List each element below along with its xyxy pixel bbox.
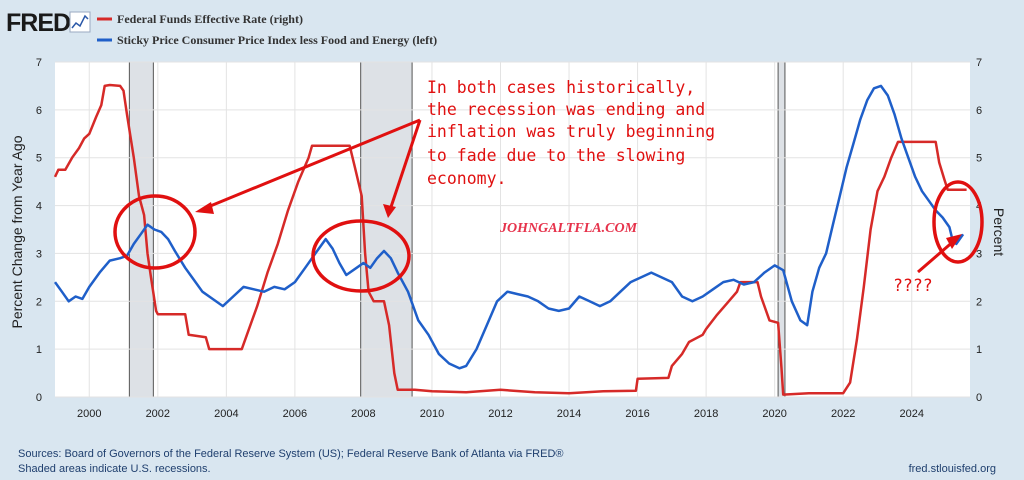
y-right-tick-1: 1 [976,344,982,356]
y-right-tick-3: 3 [976,248,982,260]
x-tick-2000: 2000 [77,408,101,420]
series-lines [53,83,967,396]
y-right-tick-2: 2 [976,296,982,308]
y-left-tick-6: 6 [36,105,42,117]
x-tick-2006: 2006 [283,408,307,420]
circle-2008 [311,219,411,293]
x-tick-2022: 2022 [831,408,855,420]
y-right-tick-6: 6 [976,105,982,117]
footer-url: fred.stlouisfed.org [909,463,996,475]
callout-line-5: economy. [427,169,506,188]
y-left-tick-0: 0 [36,392,42,404]
legend-label-cpi: Sticky Price Consumer Price Index less F… [117,33,437,47]
series-line-cpi [53,84,965,370]
footer-recession-note: Shaded areas indicate U.S. recessions. [18,463,211,475]
y-left-tick-1: 1 [36,344,42,356]
x-tick-2024: 2024 [899,408,923,420]
callout-line-3: inflation was truly beginning [427,122,715,141]
x-tick-2014: 2014 [557,408,581,420]
y-left-tick-3: 3 [36,248,42,260]
question-marks: ???? [893,276,933,295]
callout-line-1: In both cases historically, [427,78,695,97]
arrow-to-2008 [388,119,422,211]
watermark: JOHNGALTFLA.COM [499,221,638,236]
y-left-tick-2: 2 [36,296,42,308]
x-tick-2010: 2010 [420,408,444,420]
y-axis-right-label: Percent [991,208,1007,256]
circle-2001 [113,194,197,270]
y-left-tick-5: 5 [36,153,42,165]
x-tick-2018: 2018 [694,408,718,420]
fred-logo: FRED [6,9,70,37]
legend-label-fedfunds: Federal Funds Effective Rate (right) [117,12,303,26]
x-tick-2002: 2002 [146,408,170,420]
arrowhead-2001 [195,202,214,214]
y-right-tick-5: 5 [976,153,982,165]
fred-logo-icon [69,11,91,33]
recession-shading [128,62,786,397]
header: FRED Federal Funds Effective Rate (right… [6,9,437,47]
circle-2025 [932,180,984,264]
series-line-fedfunds [53,83,967,396]
x-tick-2012: 2012 [488,408,512,420]
recession-band-2 [360,62,413,397]
y-left-tick-7: 7 [36,57,42,69]
x-tick-2016: 2016 [625,408,649,420]
x-tick-2020: 2020 [762,408,786,420]
arrow-to-2025 [917,238,956,274]
footer-sources: Sources: Board of Governors of the Feder… [18,448,564,460]
y-right-tick-7: 7 [976,57,982,69]
arrowhead-2008 [383,204,396,218]
y-axis-left-ticks: 0 1 2 3 4 5 6 7 [36,57,42,404]
y-right-tick-0: 0 [976,392,982,404]
recession-band-3 [778,62,785,397]
y-axis-left-label: Percent Change from Year Ago [9,135,25,328]
x-tick-2004: 2004 [214,408,238,420]
arrowhead-2025 [946,234,962,249]
x-tick-2008: 2008 [351,408,375,420]
y-left-tick-4: 4 [36,201,42,213]
annotation-layer: In both cases historically, the recessio… [113,78,984,295]
arrow-to-2001 [202,118,421,211]
x-axis-ticks: 2000 2002 2004 2006 2008 2010 2012 2014 2016 2018… [77,408,924,420]
callout-line-4: to fade due to the slowing [427,146,685,165]
callout-line-2: the recession was ending and [427,100,705,119]
recession-band-1 [129,62,154,397]
